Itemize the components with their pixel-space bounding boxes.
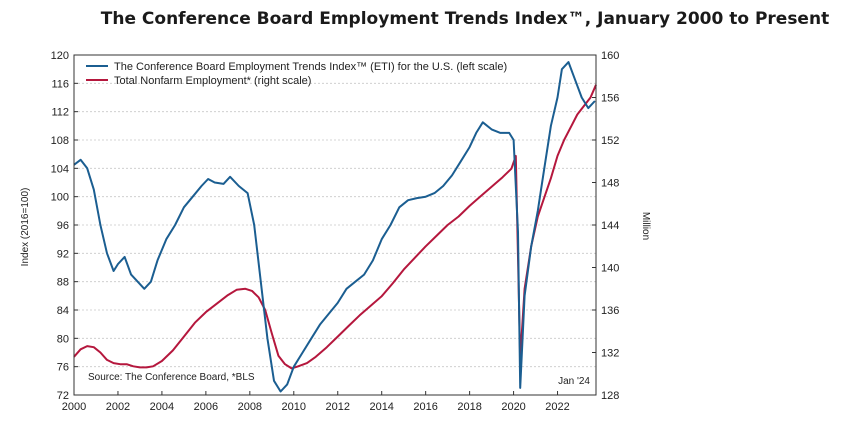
left-tick-label-76: 76 <box>57 362 69 374</box>
x-tick-label-2010: 2010 <box>282 401 306 413</box>
x-tick-label-2008: 2008 <box>238 401 262 413</box>
left-tick-label-100: 100 <box>51 192 69 204</box>
left-tick-label-104: 104 <box>51 163 69 175</box>
left-tick-label-80: 80 <box>57 333 69 345</box>
left-tick-label-88: 88 <box>57 277 69 289</box>
left-tick-label-84: 84 <box>57 305 69 317</box>
right-tick-label-160: 160 <box>601 50 619 62</box>
left-tick-label-120: 120 <box>51 50 69 62</box>
series-lines <box>73 61 597 393</box>
source-note: Source: The Conference Board, *BLS <box>88 372 255 383</box>
right-tick-label-128: 128 <box>601 390 619 402</box>
x-tick-label-2016: 2016 <box>413 401 437 413</box>
right-tick-label-152: 152 <box>601 135 619 147</box>
legend-label-nonfarm: Total Nonfarm Employment* (right scale) <box>114 75 311 87</box>
series-line-eti <box>73 61 596 393</box>
x-tick-label-2022: 2022 <box>545 401 569 413</box>
right-tick-label-136: 136 <box>601 305 619 317</box>
axis-tick-labels: 72 76 80 84 88 92 96 100 104 108 112 116 120 128 132 13… <box>51 50 620 413</box>
left-tick-label-92: 92 <box>57 248 69 260</box>
left-tick-label-116: 116 <box>51 78 69 90</box>
right-axis-title: Million <box>640 212 651 240</box>
legend: The Conference Board Employment Trends I… <box>86 61 507 87</box>
date-note: Jan '24 <box>558 376 590 387</box>
legend-label-eti: The Conference Board Employment Trends I… <box>114 61 507 73</box>
x-tick-label-2000: 2000 <box>62 401 86 413</box>
left-tick-label-112: 112 <box>51 107 69 119</box>
left-axis-title: Index (2016=100) <box>20 188 31 267</box>
right-tick-label-148: 148 <box>601 178 619 190</box>
right-tick-label-156: 156 <box>601 93 619 105</box>
right-tick-label-140: 140 <box>601 263 619 275</box>
x-tick-label-2014: 2014 <box>369 401 393 413</box>
x-tick-label-2006: 2006 <box>194 401 218 413</box>
x-tick-label-2004: 2004 <box>150 401 174 413</box>
left-tick-label-96: 96 <box>57 220 69 232</box>
x-tick-label-2002: 2002 <box>106 401 130 413</box>
left-tick-label-72: 72 <box>57 390 69 402</box>
chart-title: The Conference Board Employment Trends I… <box>100 9 830 29</box>
left-tick-label-108: 108 <box>51 135 69 147</box>
x-tick-label-2018: 2018 <box>457 401 481 413</box>
x-tick-label-2012: 2012 <box>326 401 350 413</box>
right-tick-label-144: 144 <box>601 220 619 232</box>
right-tick-label-132: 132 <box>601 348 619 360</box>
x-tick-label-2020: 2020 <box>501 401 525 413</box>
